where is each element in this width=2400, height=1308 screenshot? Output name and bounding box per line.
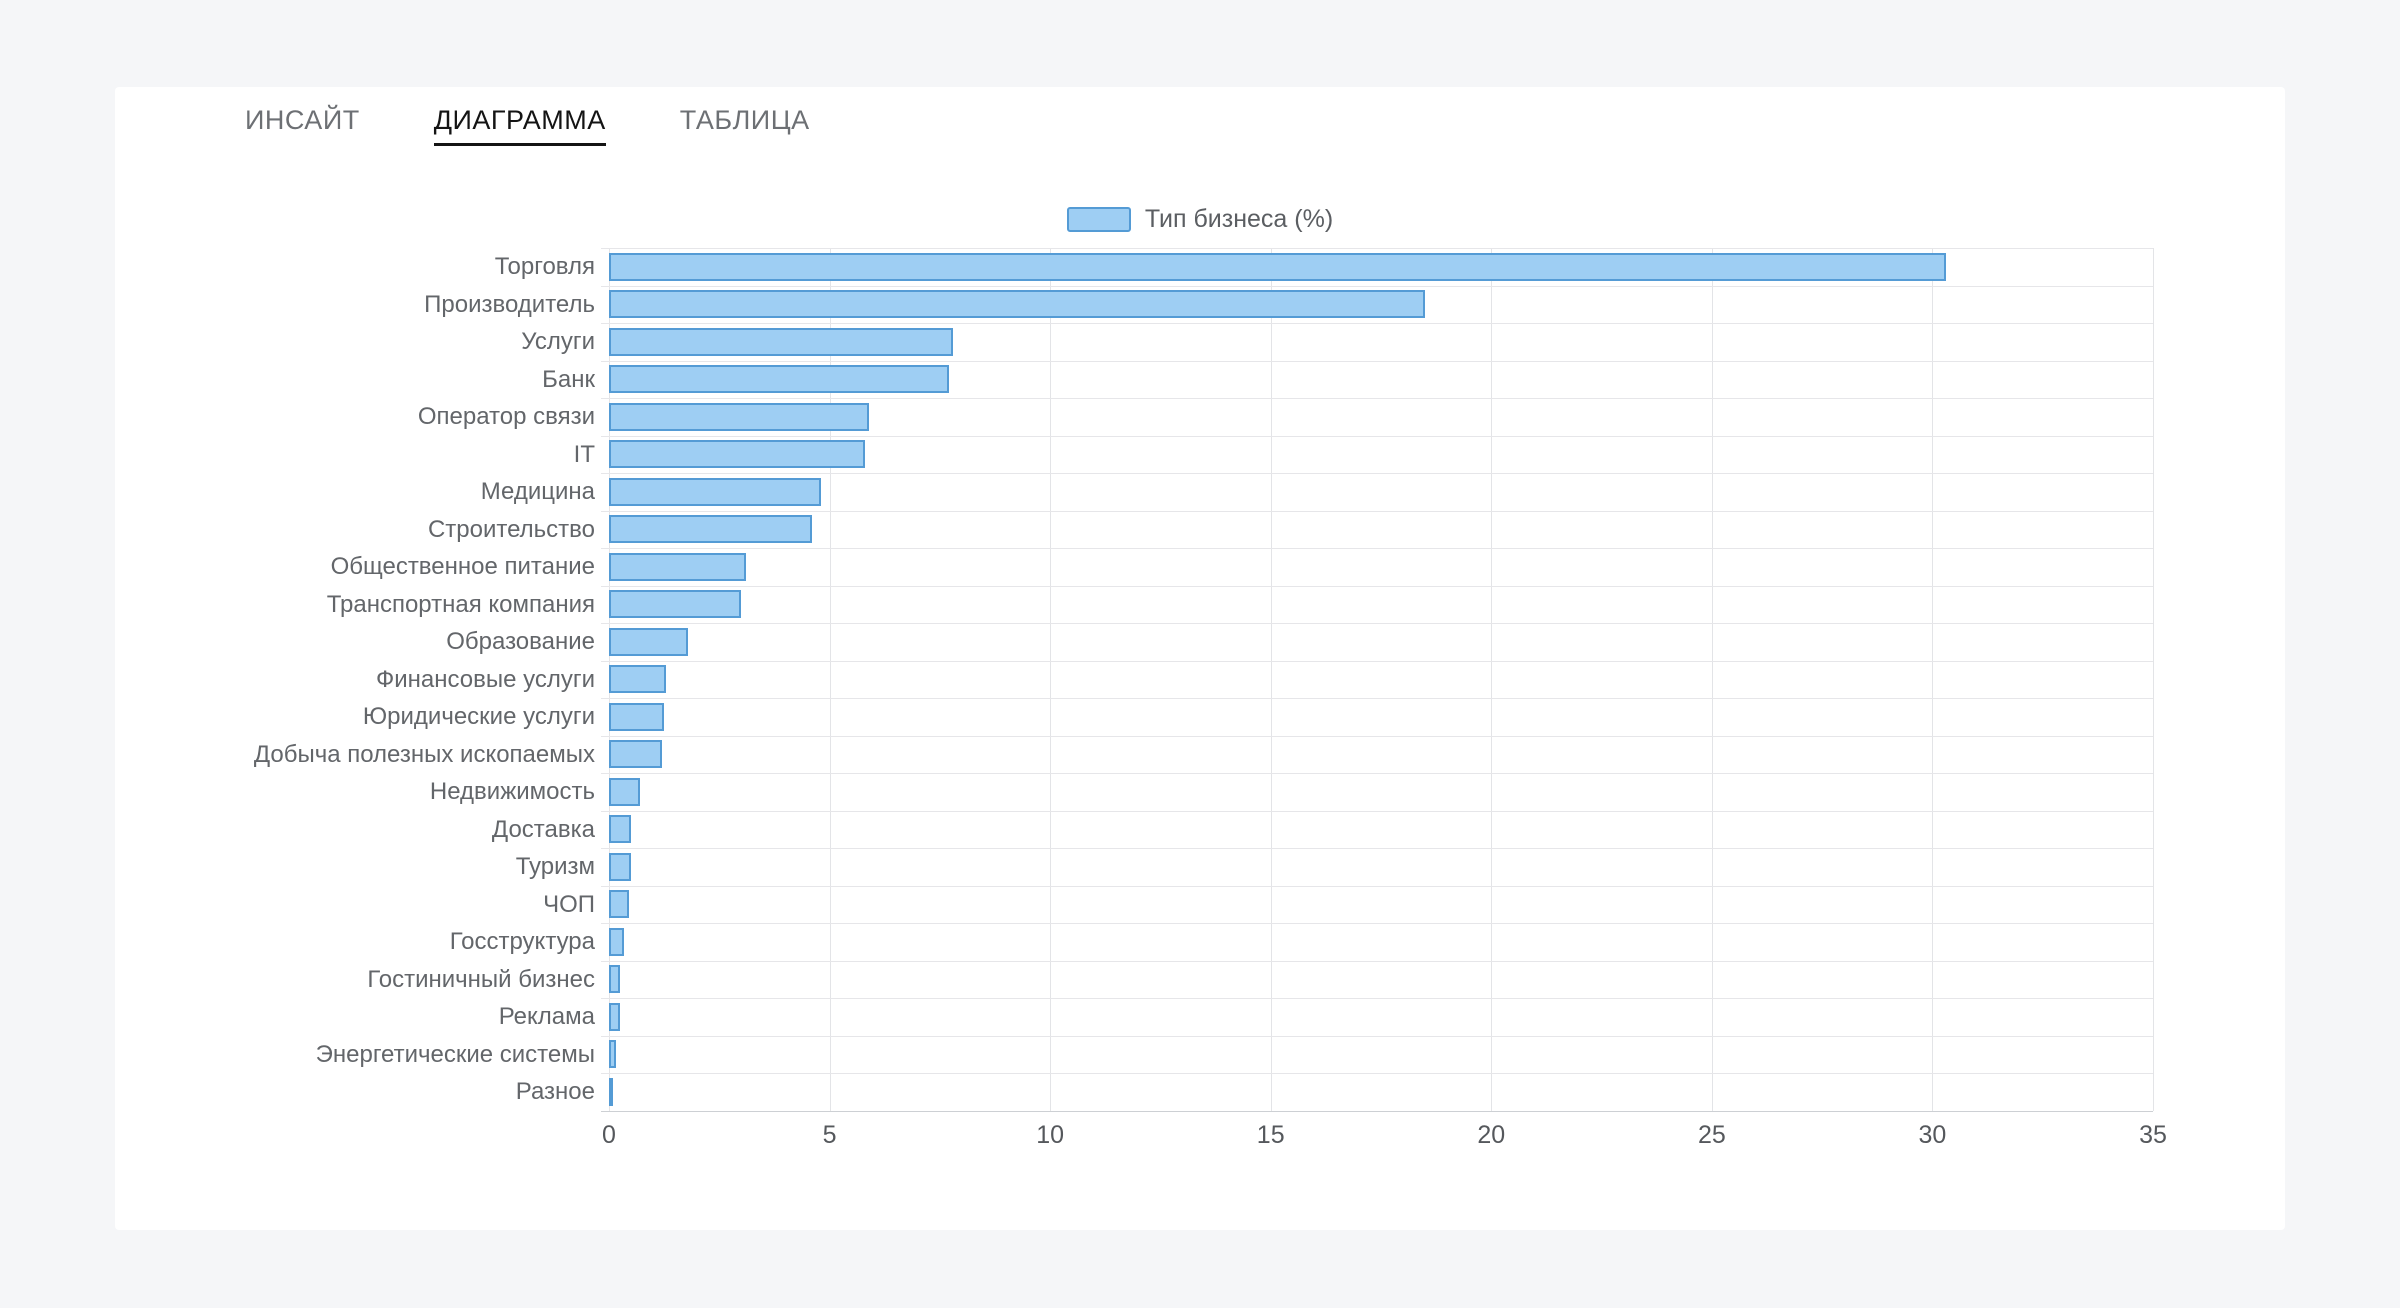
category-label: Оператор связи [417, 403, 595, 430]
gridline-horizontal [601, 398, 2153, 399]
gridline-horizontal [601, 585, 2153, 587]
bar[interactable] [609, 440, 865, 469]
gridline-horizontal [601, 773, 2153, 774]
legend-swatch-icon [1066, 207, 1131, 232]
bar[interactable] [609, 402, 870, 431]
bar[interactable] [609, 515, 812, 544]
gridline-horizontal [601, 660, 2153, 662]
chart-card: ИНСАЙТ ДИАГРАММА ТАБЛИЦА Тип бизнеса (%) 0… [115, 87, 2285, 1230]
bar[interactable] [609, 965, 621, 994]
bar[interactable] [609, 552, 746, 581]
gridline-horizontal [601, 435, 2153, 437]
x-axis-line [601, 1110, 2153, 1112]
category-label: Добыча полезных ископаемых [253, 740, 595, 768]
gridline-vertical [1491, 248, 1493, 1111]
tab-bar: ИНСАЙТ ДИАГРАММА ТАБЛИЦА [245, 105, 884, 146]
category-label: IT [573, 440, 595, 468]
bar[interactable] [609, 290, 1426, 319]
gridline-horizontal [601, 473, 2153, 474]
gridline-horizontal [601, 1073, 2153, 1074]
gridline-horizontal [601, 960, 2153, 962]
x-tick-label: 35 [2139, 1120, 2167, 1149]
gridline-vertical [1932, 248, 1934, 1111]
gridline-vertical [2153, 248, 2154, 1111]
gridline-horizontal [601, 923, 2153, 924]
gridline-vertical [1270, 248, 1272, 1111]
gridline-vertical [829, 248, 831, 1111]
category-label: Гостиничный бизнес [367, 965, 595, 993]
legend-label: Тип бизнеса (%) [1144, 205, 1334, 233]
category-label: Недвижимость [429, 778, 595, 805]
bar[interactable] [609, 477, 821, 506]
category-label: Разное [515, 1078, 595, 1105]
bar[interactable] [609, 815, 632, 844]
x-tick-label: 25 [1697, 1120, 1726, 1149]
category-label: Транспортная компания [326, 590, 595, 618]
bar[interactable] [609, 777, 640, 806]
x-tick-label: 0 [602, 1120, 616, 1149]
category-label: Туризм [515, 853, 595, 880]
tab-insight[interactable]: ИНСАЙТ [245, 105, 360, 135]
gridline-horizontal [601, 1035, 2153, 1037]
category-label: Реклама [498, 1003, 595, 1030]
gridline-horizontal [601, 810, 2153, 812]
category-label: Торговля [494, 253, 595, 280]
category-label: Банк [542, 365, 595, 393]
bar[interactable] [609, 740, 662, 769]
x-tick-label: 30 [1918, 1120, 1947, 1149]
bar[interactable] [609, 327, 954, 356]
category-label: Доставка [491, 815, 595, 843]
gridline-horizontal [601, 885, 2153, 887]
bar[interactable] [609, 1040, 616, 1069]
category-label: Производитель [424, 290, 595, 318]
gridline-horizontal [601, 735, 2153, 737]
bar[interactable] [609, 890, 629, 919]
bar[interactable] [609, 590, 742, 619]
bar[interactable] [609, 702, 665, 731]
category-label: Медицина [480, 478, 595, 505]
gridline-horizontal [601, 248, 2153, 249]
tab-diagram[interactable]: ДИАГРАММА [433, 105, 606, 146]
gridline-horizontal [601, 360, 2153, 362]
bar[interactable] [609, 365, 949, 394]
x-tick-label: 15 [1256, 1120, 1285, 1149]
category-label: Образование [446, 628, 595, 655]
tab-table[interactable]: ТАБЛИЦА [679, 105, 810, 135]
gridline-horizontal [601, 510, 2153, 512]
bar[interactable] [609, 1077, 613, 1106]
gridline-horizontal [601, 848, 2153, 849]
bar[interactable] [609, 252, 1946, 281]
gridline-horizontal [601, 623, 2153, 624]
gridline-vertical [1711, 248, 1713, 1111]
category-label: Строительство [427, 515, 595, 543]
gridline-horizontal [601, 285, 2153, 287]
bar[interactable] [609, 927, 625, 956]
x-tick-label: 5 [822, 1120, 837, 1149]
category-label: Финансовые услуги [375, 665, 595, 693]
gridline-horizontal [601, 998, 2153, 999]
bar[interactable] [609, 627, 689, 656]
category-label: Услуги [521, 328, 595, 355]
category-label: Госструктура [449, 928, 595, 955]
bar[interactable] [609, 1002, 621, 1031]
gridline-horizontal [601, 323, 2153, 324]
category-label: Энергетические системы [315, 1040, 595, 1068]
gridline-horizontal [601, 698, 2153, 699]
legend[interactable]: Тип бизнеса (%) [115, 205, 2285, 234]
bar-chart: 0 5 10 15 20 25 30 35 Торговля Производитель Услуг… [115, 87, 2285, 1230]
bar[interactable] [609, 852, 632, 881]
gridline-horizontal [601, 548, 2153, 549]
x-tick-label: 20 [1477, 1120, 1506, 1149]
category-label: ЧОП [543, 890, 595, 918]
category-label: Юридические услуги [362, 703, 595, 730]
bar[interactable] [609, 665, 667, 694]
category-label: Общественное питание [330, 553, 595, 580]
gridline-vertical [1050, 248, 1052, 1111]
x-tick-label: 10 [1036, 1120, 1065, 1149]
